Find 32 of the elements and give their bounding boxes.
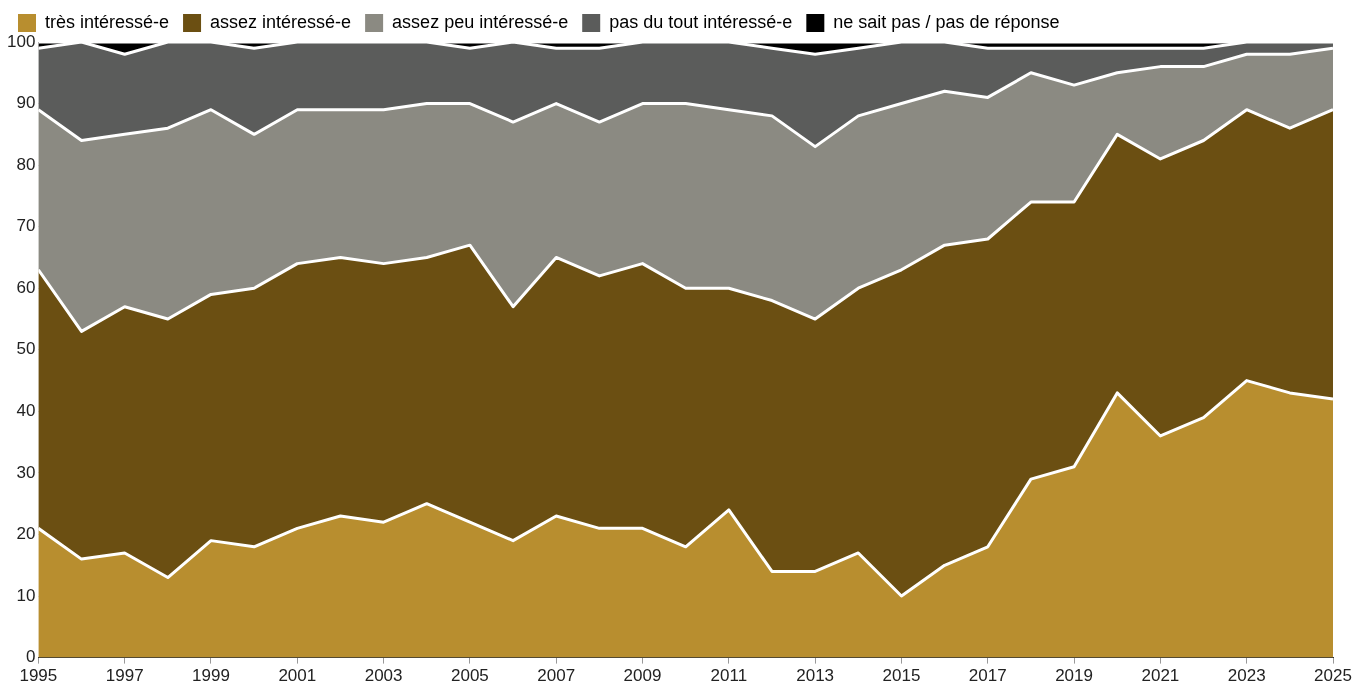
y-tick-label: 30	[16, 462, 36, 482]
y-tick-label: 80	[16, 154, 36, 174]
x-tick-label: 2005	[451, 666, 489, 686]
x-tick-label: 2001	[278, 666, 317, 686]
legend-label: pas du tout intéressé-e	[609, 11, 793, 32]
legend-label: assez peu intéressé-e	[392, 11, 569, 32]
y-tick-label: 10	[16, 585, 36, 605]
y-tick-label: 60	[16, 277, 36, 297]
x-tick-label: 2017	[968, 666, 1007, 686]
x-tick-label: 2007	[537, 666, 576, 686]
legend-label: très intéressé-e	[45, 11, 170, 32]
x-tick-label: 2025	[1314, 666, 1352, 686]
y-tick-label: 90	[16, 93, 36, 113]
x-tick-label: 2003	[364, 666, 403, 686]
x-tick-label: 2023	[1227, 666, 1266, 686]
x-tick-label: 2019	[1055, 666, 1093, 686]
x-tick-label: 1997	[105, 666, 144, 686]
y-tick-label: 50	[16, 339, 36, 359]
y-tick-label: 100	[6, 31, 36, 51]
x-tick-label: 2011	[710, 666, 748, 686]
y-tick-label: 40	[16, 401, 36, 421]
x-tick-label: 1999	[192, 666, 230, 686]
x-tick-label: 2015	[882, 666, 921, 686]
x-tick-label: 2021	[1141, 666, 1180, 686]
y-tick-label: 20	[16, 524, 36, 544]
y-tick-label: 0	[25, 647, 36, 667]
x-tick-label: 2013	[796, 666, 835, 686]
legend-label: assez intéressé-e	[210, 11, 352, 32]
x-tick-label: 2009	[623, 666, 662, 686]
y-tick-label: 70	[16, 216, 36, 236]
legend-label: ne sait pas / pas de réponse	[833, 11, 1060, 32]
x-tick-label: 1995	[19, 666, 58, 686]
